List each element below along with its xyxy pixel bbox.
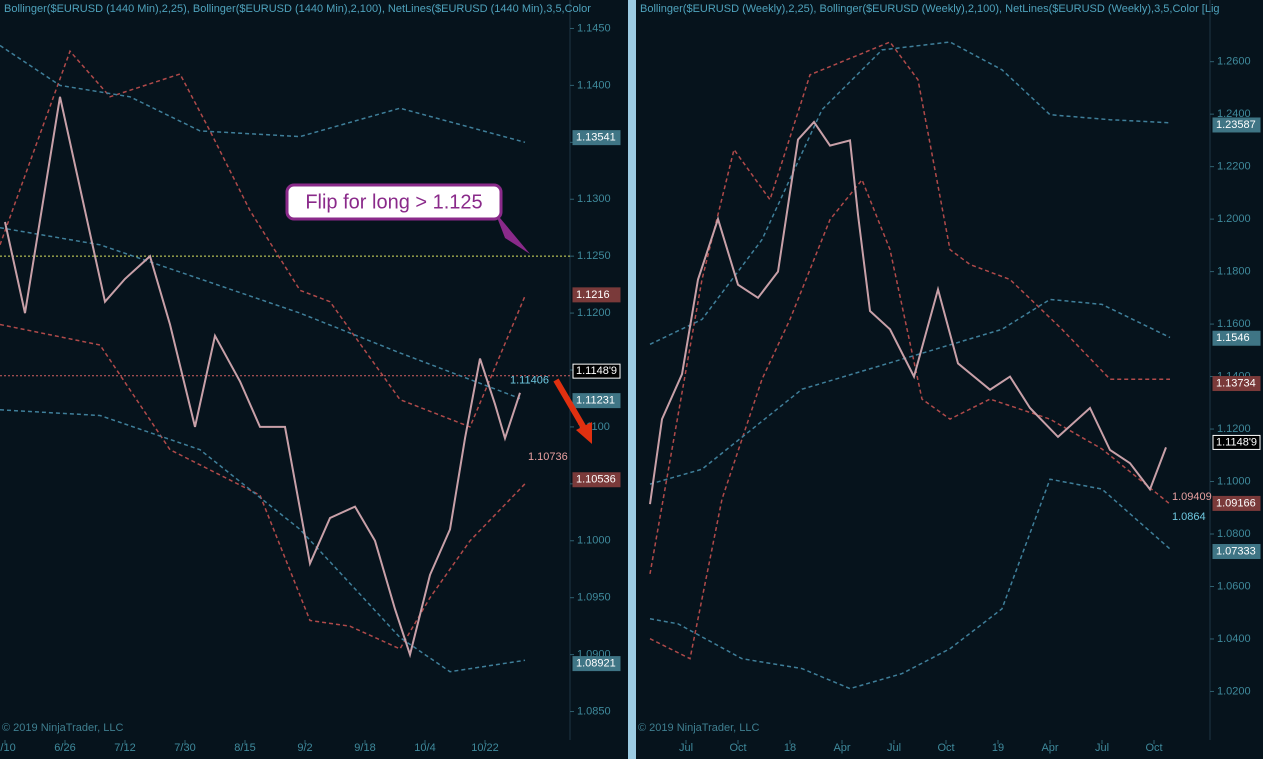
band-line (649, 41, 1171, 345)
x-tick-label: 8/15 (234, 742, 255, 754)
price-tag (572, 363, 621, 379)
x-tick-label: Jul (887, 742, 901, 754)
y-tick-label: 1.0800 (1217, 528, 1251, 540)
plot-layer: Bollinger($EURUSD (1440 Min),2,25), Boll… (0, 3, 1261, 754)
y-tick-label: 1.1000 (1217, 475, 1251, 487)
y-tick-label: 1.0200 (1217, 685, 1251, 697)
x-tick-label: 7/30 (174, 742, 195, 754)
annotation-text: Flip for long > 1.125 (305, 191, 482, 213)
price-marker: 1.09409 (1172, 491, 1212, 503)
price-tag-label: 1.13541 (576, 132, 616, 144)
arrow-head (576, 422, 592, 444)
y-tick-label: 1.1200 (1217, 423, 1251, 435)
price-tag-label: 1.1148'9 (576, 365, 617, 377)
price-tag (1212, 376, 1261, 392)
x-tick-label: Oct (1145, 742, 1162, 754)
annotation-box (285, 183, 503, 221)
x-tick-label: Apr (1041, 742, 1058, 754)
y-tick-label: 1.2600 (1217, 56, 1251, 68)
y-tick-label: 1.1200 (577, 307, 611, 319)
annotation-arrow (495, 212, 530, 254)
price-tag (1212, 544, 1261, 560)
panel-divider (628, 0, 636, 759)
y-tick-label: 1.1250 (577, 250, 611, 262)
price-line (649, 120, 1167, 505)
x-tick-label: 6/10 (0, 742, 16, 754)
arrow-shaft (553, 378, 587, 430)
y-tick-label: 1.0400 (1217, 633, 1251, 645)
y-tick-label: 1.0600 (1217, 580, 1251, 592)
price-tag (572, 393, 621, 409)
price-tag-label: 1.1546 (1216, 332, 1250, 344)
x-tick-label: Oct (937, 742, 954, 754)
band-line (0, 323, 526, 650)
price-tag-label: 1.10536 (576, 474, 616, 486)
x-tick-label: Apr (833, 742, 850, 754)
x-tick-label: Jul (679, 742, 693, 754)
price-tag-label: 1.11231 (576, 395, 615, 407)
price-tag-label: 1.13734 (1216, 377, 1256, 389)
price-tag (1212, 434, 1261, 450)
price-tag-label: 1.1216 (576, 289, 610, 301)
y-tick-label: 1.1800 (1217, 266, 1251, 278)
price-tag (572, 656, 621, 672)
red-arrow (553, 378, 592, 444)
price-tag-label: 1.23587 (1216, 119, 1256, 131)
band-line (0, 226, 521, 400)
y-tick-label: 1.2200 (1217, 161, 1251, 173)
footer: © 2019 NinjaTrader, LLC (638, 722, 759, 734)
price-tag (572, 130, 621, 146)
header: Bollinger($EURUSD (1440 Min),2,25), Boll… (4, 3, 591, 15)
price-tag (1212, 495, 1261, 511)
y-tick-label: 1.0950 (577, 592, 611, 604)
price-tag (1212, 117, 1261, 133)
band-line (649, 41, 1170, 575)
x-tick-label: 19 (992, 742, 1004, 754)
band-line (0, 49, 526, 428)
footer: © 2019 NinjaTrader, LLC (2, 722, 123, 734)
y-tick-label: 1.2400 (1217, 108, 1251, 120)
band-line (649, 178, 1171, 660)
price-tag-label: 1.07333 (1216, 545, 1256, 557)
x-tick-label: 9/2 (297, 742, 312, 754)
plot (649, 41, 1171, 690)
y-tick-label: 1.2000 (1217, 213, 1251, 225)
band-line (0, 44, 526, 144)
price-tag (572, 472, 621, 488)
price-tag-label: 1.1148'9 (1216, 436, 1257, 448)
price-tag-label: 1.09166 (1216, 497, 1256, 509)
plot (0, 44, 570, 673)
price-marker: 1.11406 (510, 375, 549, 387)
x-tick-label: 7/12 (114, 742, 135, 754)
x-tick-label: 6/26 (54, 742, 75, 754)
price-tag (1212, 330, 1261, 346)
x-tick-label: 10/22 (471, 742, 499, 754)
price-line (4, 96, 521, 659)
y-tick-label: 1.1450 (577, 22, 611, 34)
x-tick-label: Oct (729, 742, 746, 754)
x-tick-label: 18 (784, 742, 796, 754)
x-tick-label: Jul (1095, 742, 1109, 754)
price-marker: 1.10736 (528, 451, 568, 463)
x-tick-label: 9/18 (354, 742, 375, 754)
price-tag-label: 1.08921 (576, 658, 616, 670)
price-tag (572, 287, 621, 303)
y-tick-label: 1.1600 (1217, 318, 1251, 330)
annotation: Flip for long > 1.125 (285, 183, 530, 254)
header: Bollinger($EURUSD (Weekly),2,25), Bollin… (640, 3, 1220, 15)
band-line (0, 409, 526, 673)
y-tick-label: 1.1000 (577, 535, 611, 547)
x-tick-label: 10/4 (414, 742, 435, 754)
y-tick-label: 1.1300 (577, 193, 611, 205)
price-marker: 1.0864 (1172, 511, 1206, 523)
band-line (649, 478, 1171, 690)
y-tick-label: 1.0850 (577, 705, 611, 717)
y-tick-label: 1.1400 (577, 79, 611, 91)
